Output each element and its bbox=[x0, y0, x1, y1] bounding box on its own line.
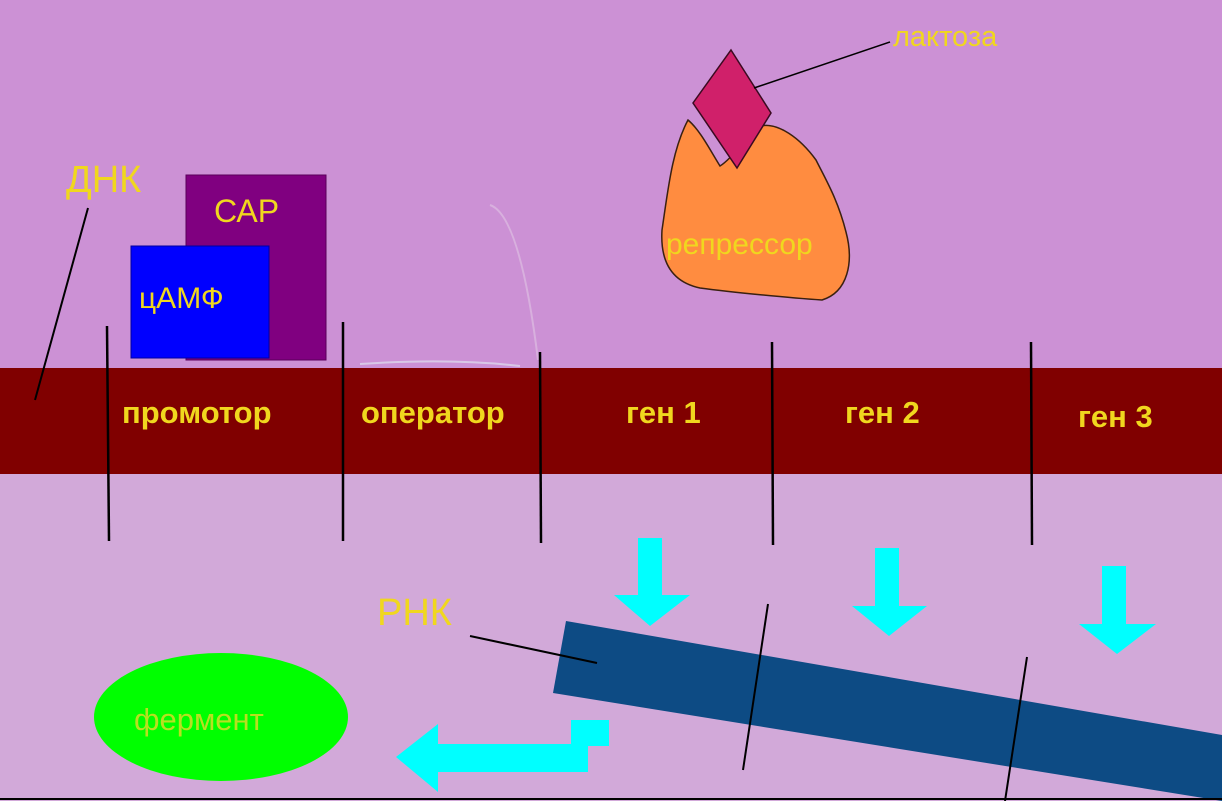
lactose-molecule bbox=[692, 48, 772, 170]
dna-label: ДНК bbox=[66, 159, 142, 201]
translation-arrow bbox=[396, 720, 609, 792]
segment-divider bbox=[105, 325, 111, 542]
enzyme-label: фермент bbox=[134, 702, 264, 737]
segment-divider bbox=[538, 351, 543, 544]
segment-label-gene-1: ген 1 bbox=[626, 395, 701, 430]
segment-label-operator: оператор bbox=[361, 395, 505, 430]
cap-label: САР bbox=[214, 193, 280, 229]
segment-divider bbox=[770, 341, 775, 546]
faint-trace bbox=[359, 360, 521, 367]
rna-divider bbox=[742, 603, 769, 771]
rna-pointer-line bbox=[469, 635, 598, 664]
rna-label: РНК bbox=[377, 592, 452, 634]
transcription-arrow bbox=[1079, 566, 1156, 654]
faint-trace bbox=[489, 204, 539, 361]
dna-strand bbox=[0, 368, 1222, 474]
camp-molecule bbox=[130, 245, 270, 359]
repressor-label: репрессор bbox=[666, 228, 813, 261]
segment-label-promoter: промотор bbox=[122, 395, 272, 430]
segment-label-gene-3: ген 3 bbox=[1078, 399, 1153, 434]
transcription-arrow bbox=[852, 548, 927, 636]
camp-label: цАМФ bbox=[139, 282, 224, 315]
rna-strand bbox=[553, 621, 1222, 801]
dna-pointer-line bbox=[34, 207, 89, 401]
segment-label-gene-2: ген 2 bbox=[845, 395, 920, 430]
enzyme bbox=[94, 653, 348, 781]
transcription-arrow bbox=[614, 538, 690, 626]
rna-divider bbox=[1004, 656, 1028, 801]
segment-divider bbox=[1029, 341, 1034, 546]
lactose-pointer-line bbox=[753, 41, 891, 89]
lactose-label: лактоза bbox=[893, 21, 998, 53]
